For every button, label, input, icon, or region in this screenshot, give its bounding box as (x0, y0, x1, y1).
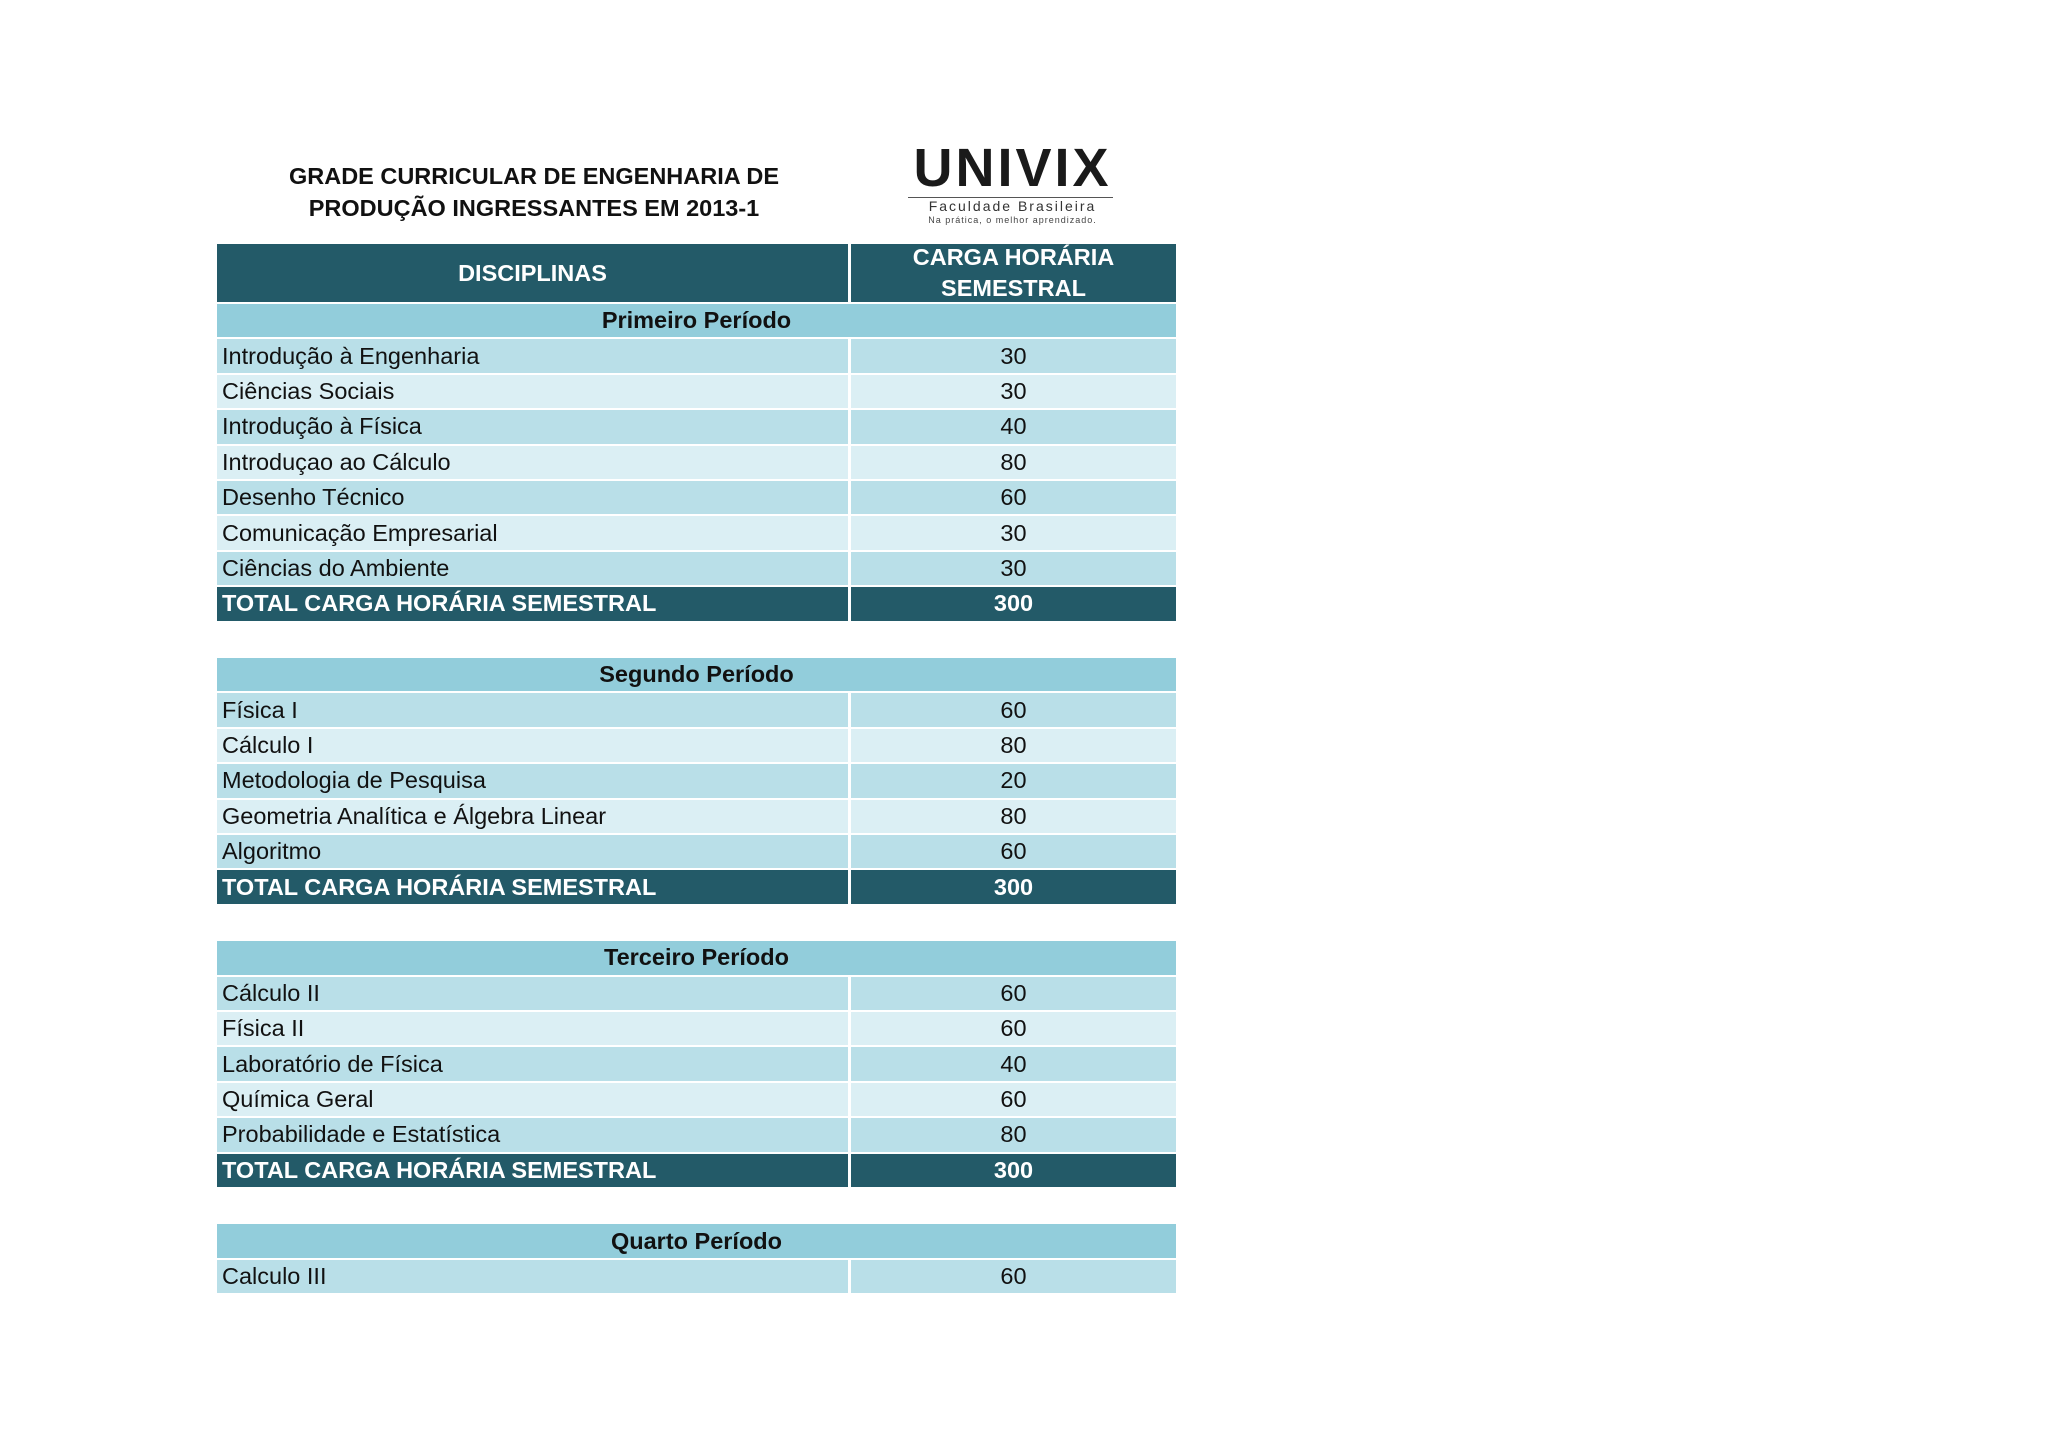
subject-name: Desenho Técnico (217, 481, 851, 517)
subject-hours: 60 (851, 693, 1179, 729)
subject-name: Introdução à Física (217, 410, 851, 446)
subject-name: Geometria Analítica e Álgebra Linear (217, 799, 851, 835)
subject-hours: 80 (851, 728, 1179, 765)
subject-name: Introdução à Engenharia (217, 339, 851, 375)
subject-hours: 20 (851, 764, 1179, 800)
doc-title: PRODUÇÃO INGRESSANTES EM 2013-1 (308, 194, 760, 221)
total-label: TOTAL CARGA HORÁRIA SEMESTRAL (217, 587, 851, 623)
subject-hours: 60 (851, 481, 1179, 517)
subject-hours: 40 (851, 410, 1179, 446)
logo-subtitle: Faculdade Brasileira (928, 198, 1097, 214)
logo-name: UNIVIX (913, 138, 1112, 198)
total-label: TOTAL CARGA HORÁRIA SEMESTRAL (217, 870, 851, 906)
period-header: Quarto Período (217, 1224, 1179, 1260)
subject-name: Ciências do Ambiente (217, 551, 851, 588)
subject-name: Ciências Sociais (217, 374, 851, 411)
total-hours: 300 (851, 870, 1179, 906)
subject-hours: 80 (851, 445, 1179, 481)
logo-tagline: Na prática, o melhor aprendizado. (928, 215, 1097, 225)
total-hours: 300 (851, 587, 1179, 623)
subject-hours: 60 (851, 1259, 1179, 1296)
subject-hours: 60 (851, 835, 1179, 871)
period-header: Terceiro Período (217, 941, 1179, 977)
subject-hours: 60 (851, 1012, 1179, 1048)
subject-hours: 60 (851, 1082, 1179, 1119)
period-header: Primeiro Período (217, 304, 1179, 340)
subject-name: Física I (217, 693, 851, 729)
total-hours: 300 (851, 1153, 1179, 1189)
subject-hours: 80 (851, 799, 1179, 835)
column-header: DISCIPLINAS (217, 244, 851, 304)
subject-name: Cálculo I (217, 728, 851, 765)
subject-name: Probabilidade e Estatística (217, 1118, 851, 1154)
subject-name: Comunicação Empresarial (217, 516, 851, 552)
period-header: Segundo Período (217, 658, 1179, 694)
logo-rule (908, 197, 1113, 198)
subject-hours: 30 (851, 374, 1179, 411)
total-label: TOTAL CARGA HORÁRIA SEMESTRAL (217, 1153, 851, 1189)
subject-hours: 80 (851, 1118, 1179, 1154)
doc-title: GRADE CURRICULAR DE ENGENHARIA DE (288, 162, 780, 189)
subject-hours: 40 (851, 1047, 1179, 1083)
subject-name: Cálculo II (217, 976, 851, 1012)
subject-hours: 30 (851, 339, 1179, 375)
subject-name: Química Geral (217, 1082, 851, 1119)
subject-hours: 60 (851, 976, 1179, 1012)
subject-name: Física II (217, 1012, 851, 1048)
subject-hours: 30 (851, 516, 1179, 552)
subject-name: Laboratório de Física (217, 1047, 851, 1083)
column-header: CARGA HORÁRIA SEMESTRAL (851, 244, 1179, 304)
subject-name: Introduçao ao Cálculo (217, 445, 851, 481)
subject-hours: 30 (851, 551, 1179, 588)
subject-name: Calculo III (217, 1259, 851, 1296)
subject-name: Metodologia de Pesquisa (217, 764, 851, 800)
subject-name: Algoritmo (217, 835, 851, 871)
